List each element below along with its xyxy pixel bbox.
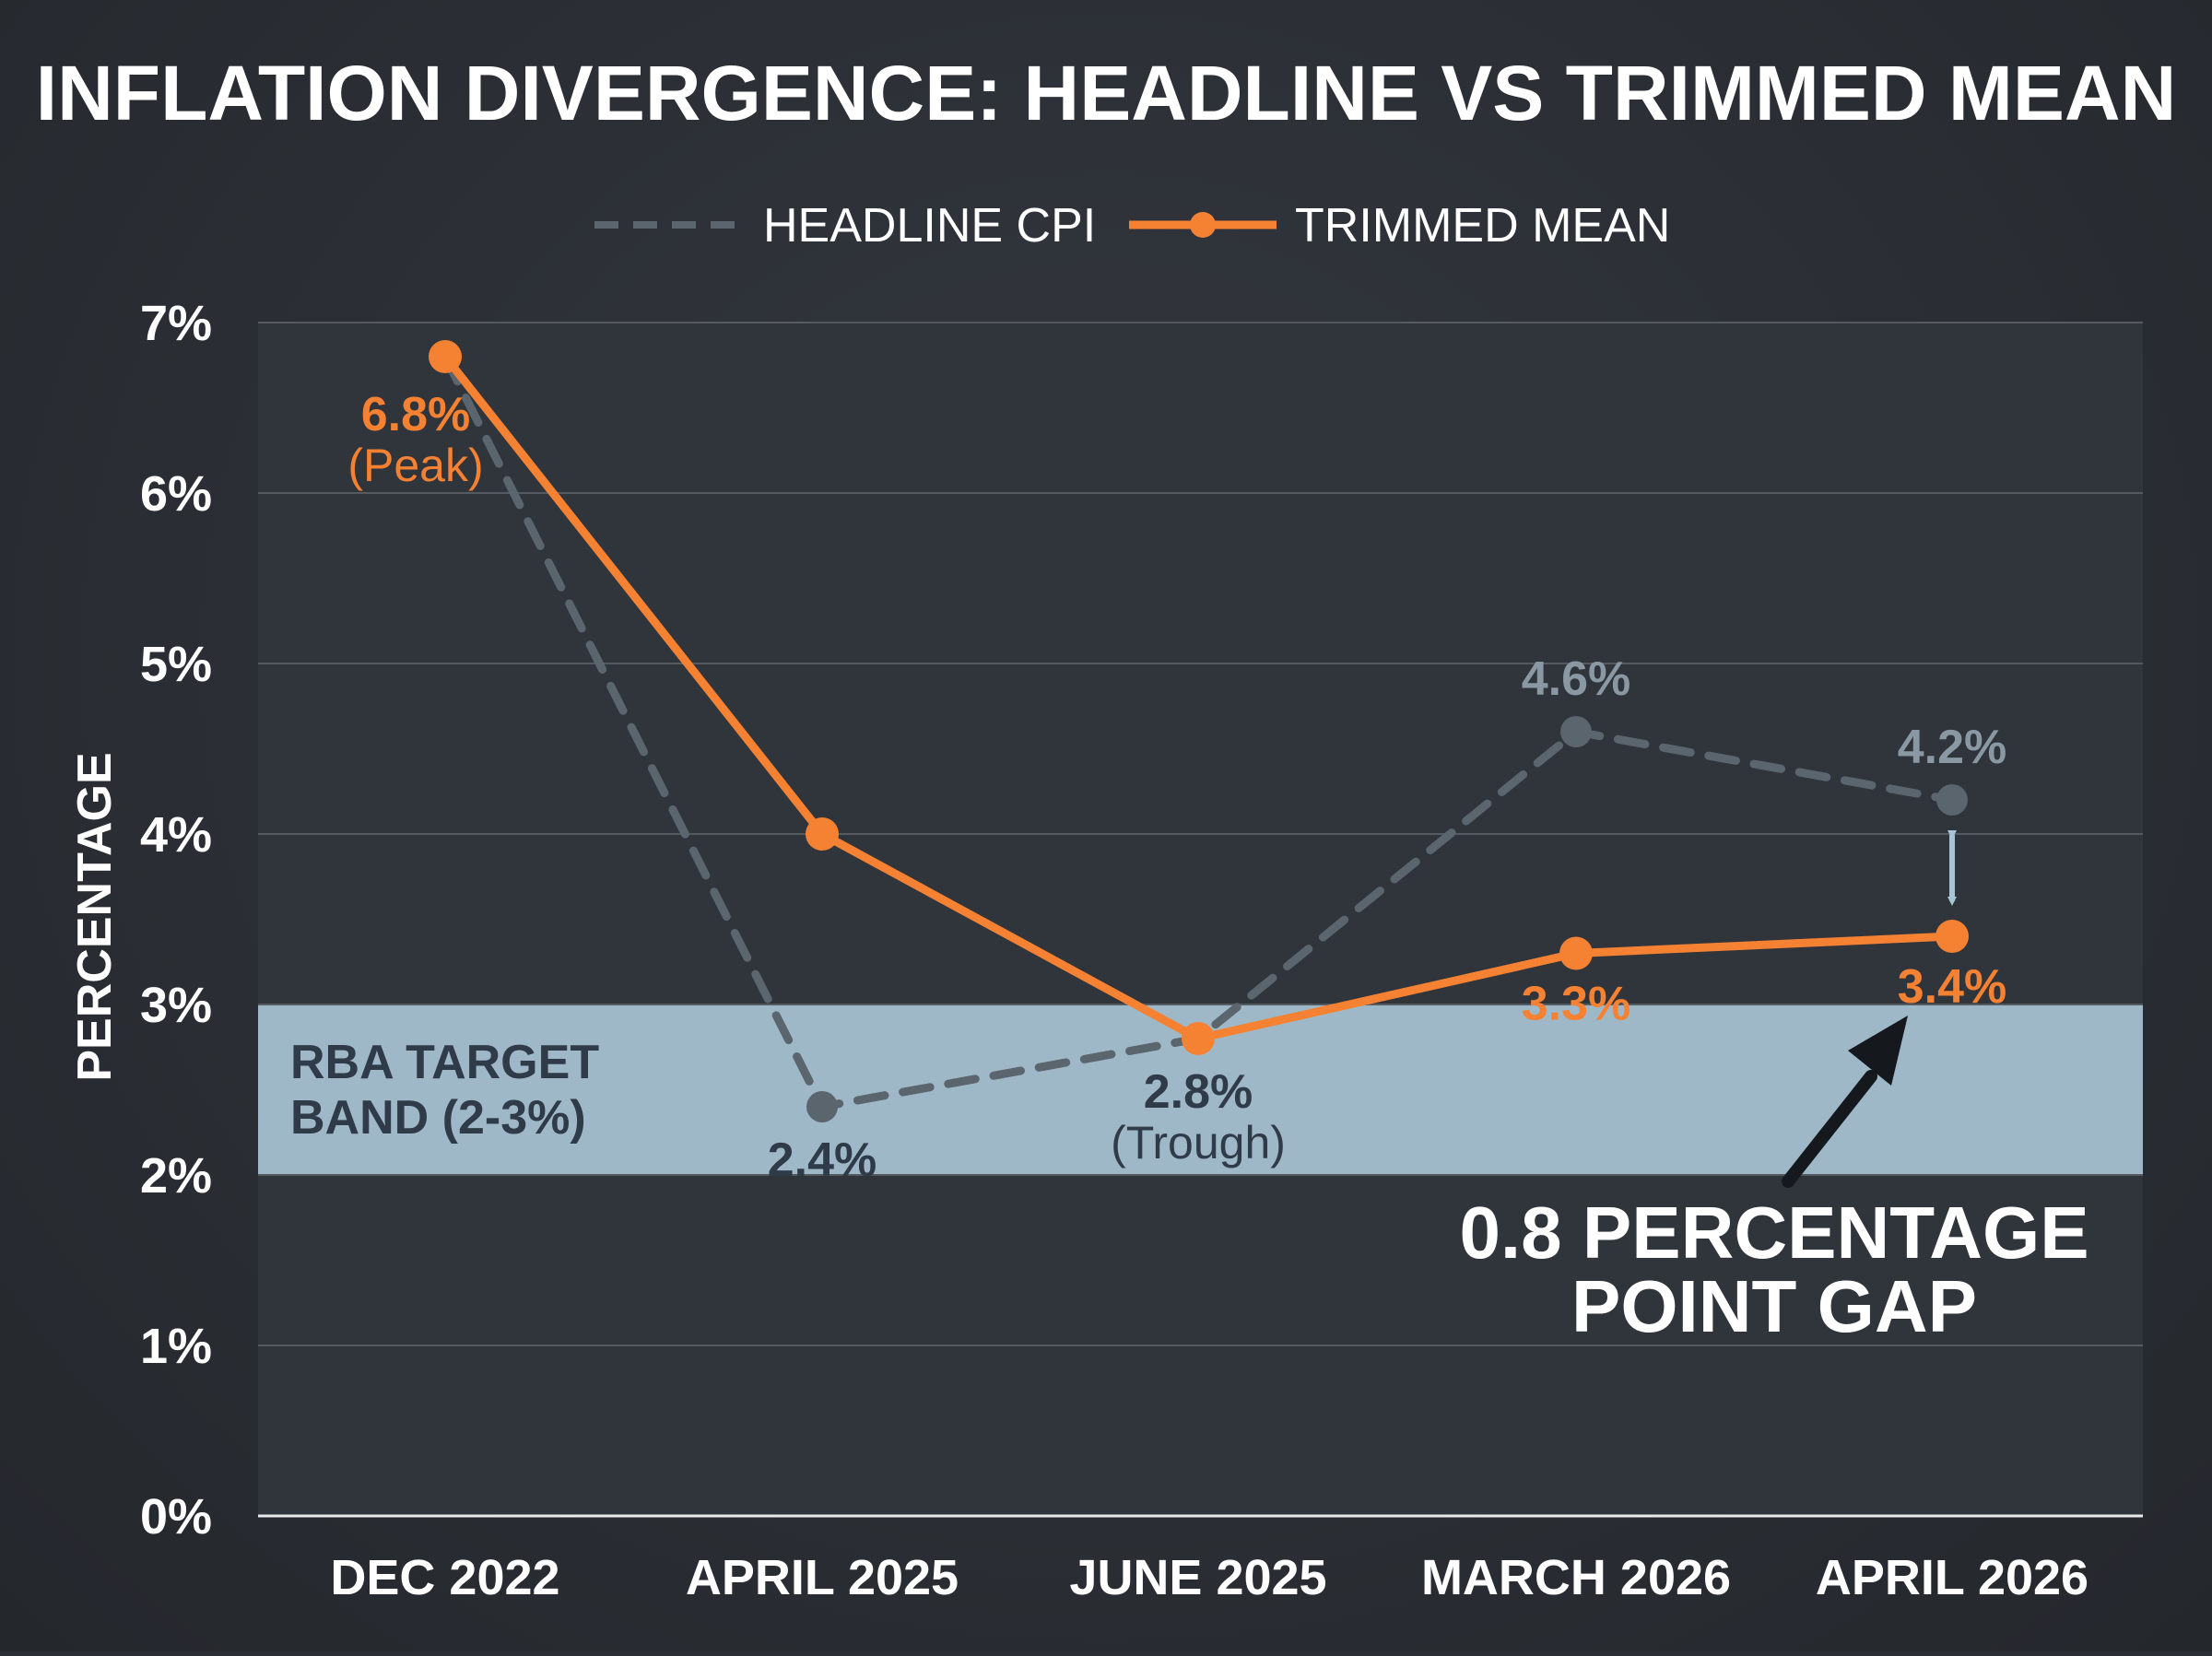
y-tick-label: 2% [140,1148,212,1204]
series-lines [429,340,1969,1122]
chart-title: INFLATION DIVERGENCE: HEADLINE VS TRIMME… [36,50,2176,136]
x-tick-label: JUNE 2025 [1069,1550,1326,1605]
legend-trimmed-marker [1190,212,1216,238]
y-tick-label: 3% [140,978,212,1033]
headline-cpi-point [1936,784,1968,816]
gap-annotation-line2: POINT GAP [1571,1265,1977,1347]
x-tick-label: APRIL 2025 [686,1550,959,1605]
target-band-label-line1: RBA TARGET [290,1036,599,1089]
data-label-april-2026-headline: 4.2% [1898,721,2007,774]
y-tick-label: 4% [140,807,212,863]
data-label-march-2026-headline: 4.6% [1522,652,1631,706]
y-axis-ticks: 0% 1% 2% 3% 4% 5% 6% 7% [140,296,212,1544]
y-tick-label: 0% [140,1489,212,1544]
x-tick-label: MARCH 2026 [1421,1550,1731,1605]
headline-cpi-point [1560,716,1592,747]
data-label-april-2025: 2.4% [768,1133,877,1187]
gap-callout-arrow [1782,1016,1908,1188]
trimmed-mean-point [1182,1022,1215,1055]
legend-headline-label: HEADLINE CPI [763,199,1096,253]
trimmed-mean-point [806,817,839,851]
x-tick-label: APRIL 2026 [1816,1550,2088,1605]
y-tick-label: 5% [140,637,212,692]
legend: HEADLINE CPI TRIMMED MEAN [594,199,1670,253]
x-tick-label: DEC 2022 [330,1550,559,1605]
y-tick-label: 6% [140,466,212,522]
data-label-dec-2022-note: (Peak) [347,440,483,491]
trimmed-mean-point [1559,936,1593,970]
gap-annotation-line1: 0.8 PERCENTAGE [1459,1192,2088,1274]
y-tick-label: 1% [140,1319,212,1374]
data-label-june-2025-note: (Trough) [1111,1117,1286,1169]
y-tick-label: 7% [140,296,212,351]
data-label-dec-2022-value: 6.8% [361,388,471,441]
trimmed-mean-point [1936,920,1969,953]
data-label-march-2026-trimmed: 3.3% [1522,978,1631,1031]
y-axis-label: PERCENTAGE [68,752,122,1081]
data-label-june-2025-value: 2.8% [1144,1065,1253,1119]
target-band-label-line2: BAND (2-3%) [290,1091,586,1145]
data-label-april-2026-trimmed: 3.4% [1898,960,2007,1014]
gridlines [258,322,2143,1518]
legend-trimmed-label: TRIMMED MEAN [1295,199,1670,253]
headline-cpi-point [806,1091,838,1122]
x-axis-ticks: DEC 2022 APRIL 2025 JUNE 2025 MARCH 2026 APR… [330,1550,2088,1605]
trimmed-mean-point [429,340,462,373]
